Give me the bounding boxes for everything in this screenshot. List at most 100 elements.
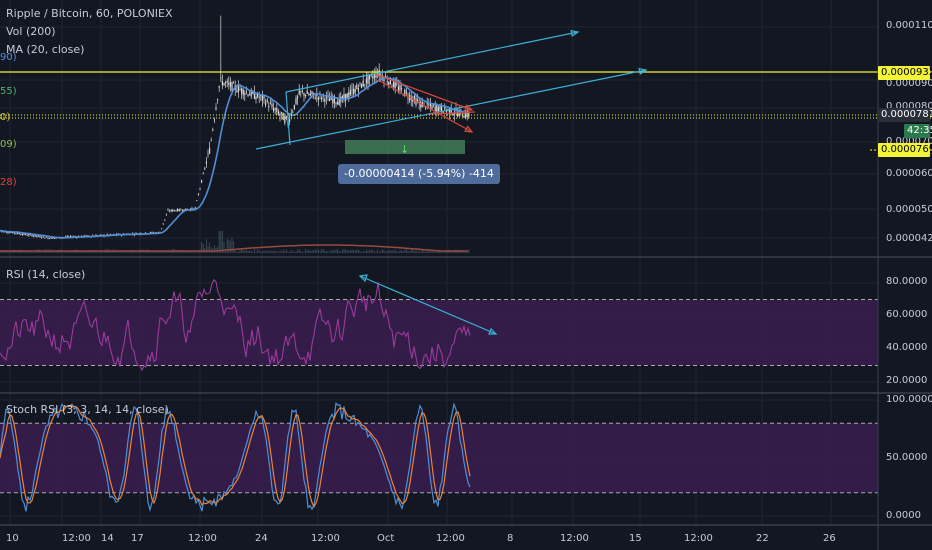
volume-bar xyxy=(133,251,135,253)
volume-bar xyxy=(101,250,103,253)
candle-body xyxy=(396,83,398,85)
candle-body xyxy=(273,107,275,111)
volume-bar xyxy=(378,251,380,253)
candle-body xyxy=(181,210,183,212)
time-tick: Oct xyxy=(377,533,395,544)
candle-body xyxy=(197,194,199,196)
volume-bar xyxy=(441,251,443,253)
time-tick: 12:00 xyxy=(560,533,589,544)
volume-bar xyxy=(345,249,347,253)
candle-body xyxy=(282,113,284,121)
volume-bar xyxy=(412,249,414,253)
candle-body xyxy=(199,188,201,190)
candle-body xyxy=(33,235,35,237)
volume-bar xyxy=(311,250,313,253)
candle-body xyxy=(444,105,446,110)
volume-bar xyxy=(210,247,212,253)
volume-bar xyxy=(463,251,465,253)
volume-bar xyxy=(277,251,279,253)
volume-bar xyxy=(109,250,111,253)
volume-bar xyxy=(401,250,403,253)
candle-body xyxy=(229,82,231,87)
chart-title: Ripple / Bitcoin, 60, POLONIEX xyxy=(6,7,173,20)
candle-body xyxy=(425,107,427,109)
volume-bar xyxy=(93,251,95,253)
candle-body xyxy=(452,113,454,115)
price-tag-current: 0.00007813 xyxy=(878,108,932,122)
volume-bar xyxy=(127,250,129,253)
volume-bar xyxy=(292,251,294,253)
volume-bar xyxy=(31,251,33,253)
measure-box[interactable] xyxy=(345,140,465,154)
volume-bar xyxy=(404,249,406,253)
volume-bar xyxy=(349,250,351,253)
candle-body xyxy=(450,107,452,114)
candle-body xyxy=(453,113,455,115)
volume-bar xyxy=(460,250,462,253)
candle-body xyxy=(391,85,393,87)
candle-body xyxy=(367,75,369,84)
candle-body xyxy=(417,99,419,102)
volume-bar xyxy=(221,231,223,253)
volume-bar xyxy=(261,251,263,253)
volume-bar xyxy=(354,250,356,253)
candle-body xyxy=(231,82,233,91)
volume-bar xyxy=(281,251,283,253)
candle-body xyxy=(385,76,387,78)
candle-body xyxy=(81,235,83,237)
volume-bar xyxy=(257,249,259,253)
volume-bar xyxy=(316,250,318,253)
candle-body xyxy=(447,108,449,110)
volume-bar xyxy=(332,250,334,253)
volume-bar xyxy=(25,250,27,253)
candle-body xyxy=(317,97,319,101)
candle-body xyxy=(445,110,447,112)
time-tick: 8 xyxy=(507,533,514,544)
candle-body xyxy=(31,235,33,237)
volume-bar xyxy=(415,249,417,253)
candle-body xyxy=(20,234,22,236)
volume-bar xyxy=(383,249,385,253)
candle-body xyxy=(100,234,102,236)
volume-bar xyxy=(165,250,167,253)
horizontal-levels[interactable] xyxy=(0,71,932,151)
volume-bar xyxy=(196,251,198,253)
candle-body xyxy=(333,96,335,103)
candle-body xyxy=(226,80,228,83)
volume-bar xyxy=(407,250,409,253)
volume-bar xyxy=(245,249,247,253)
volume-bar xyxy=(55,251,57,253)
panel-dividers[interactable] xyxy=(0,256,932,526)
candle-body xyxy=(218,86,220,88)
volume-bar xyxy=(330,249,332,253)
candle-body xyxy=(388,82,390,85)
volume-bar xyxy=(114,250,116,253)
volume-bar xyxy=(305,249,307,253)
volume-bar xyxy=(81,251,83,253)
price-tick: 0.00006000 xyxy=(886,168,932,179)
candle-body xyxy=(405,91,407,93)
wedge-connector xyxy=(429,111,476,115)
candle-body xyxy=(460,109,462,111)
volume-bar xyxy=(362,251,364,253)
rsi-trend-arrow[interactable] xyxy=(359,275,497,335)
measure-tooltip: -0.00000414 (-5.94%) -414 xyxy=(338,164,500,184)
candle-body xyxy=(34,235,36,237)
candle-body xyxy=(252,91,254,94)
stoch-tick: 0.0000 xyxy=(886,510,921,521)
volume-bar xyxy=(34,250,36,253)
candle-body xyxy=(284,116,286,124)
volume-bar xyxy=(353,250,355,253)
volume-bar xyxy=(225,249,227,253)
trend-lines[interactable] xyxy=(255,31,647,150)
volume-bar xyxy=(466,251,468,253)
volume-bar xyxy=(445,250,447,253)
candle-body xyxy=(380,74,382,76)
left-cut-label: 90) xyxy=(0,52,17,63)
left-cut-label: 0) xyxy=(0,112,11,123)
volume-bar xyxy=(220,231,222,253)
time-tick: 26 xyxy=(823,533,836,544)
volume-bar xyxy=(117,250,119,253)
candle-body xyxy=(297,96,299,99)
